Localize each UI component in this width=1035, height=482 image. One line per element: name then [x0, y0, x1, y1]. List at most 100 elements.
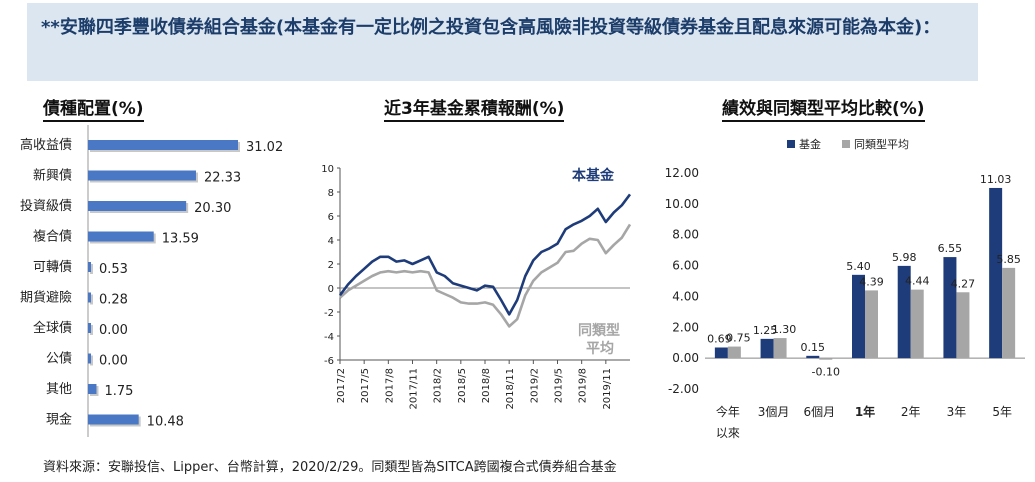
peer-performance-bar: [819, 358, 833, 360]
allocation-bar: [88, 231, 154, 242]
legend-swatch-fund: [787, 140, 795, 148]
peer-value-label: 4.39: [859, 275, 884, 288]
legend-swatch-peer: [842, 140, 850, 148]
allocation-value-label: 31.02: [246, 140, 283, 155]
line-x-tick-label: 2019/2: [529, 368, 540, 403]
perf-category-label-line2: 以來: [716, 426, 740, 440]
allocation-bar: [88, 262, 91, 272]
line-x-tick-label: 2018/8: [481, 368, 492, 403]
legend-label-peer: 同類型平均: [854, 137, 909, 151]
legend-label-fund: 基金: [799, 137, 821, 151]
allocation-bar-chart: 高收益債 31.02 新興債 22.33 投資級債 20.30 複合債 13.59 可轉債 0.5…: [20, 125, 283, 437]
line-x-tick-label: 2017/11: [409, 368, 420, 410]
allocation-category-label: 複合債: [33, 229, 72, 245]
line-x-tick-label: 2019/5: [554, 368, 565, 403]
line-x-tick-label: 2017/2: [336, 368, 347, 403]
allocation-bar-shadow: [90, 264, 93, 274]
perf-category-label: 5年: [992, 405, 1012, 419]
allocation-category-label: 新興債: [33, 168, 72, 184]
allocation-value-label: 0.00: [99, 323, 128, 338]
peer-value-label: 4.27: [951, 277, 976, 290]
allocation-bar: [88, 353, 91, 364]
line-x-tick-label: 2019/8: [578, 368, 589, 403]
peer-series-label-line1: 同類型: [578, 322, 620, 339]
allocation-bar-shadow: [90, 325, 93, 335]
line-y-tick-label: 0: [328, 284, 334, 295]
perf-category-label-line1: 今年: [716, 404, 740, 419]
return-chart-title: 近3年基金累積報酬(%): [384, 98, 565, 122]
fund-performance-bar: [714, 347, 728, 359]
perf-category-label: 6個月: [803, 405, 835, 419]
footnote: 資料來源：安聯投信、Lipper、台幣計算，2020/2/29。同類型皆為SIT…: [43, 460, 617, 475]
perf-category-label: 3個月: [758, 405, 790, 419]
line-y-tick-label: 10: [321, 164, 334, 175]
line-y-tick-label: -6: [324, 356, 334, 367]
fund-performance-bar: [852, 274, 865, 359]
allocation-value-label: 13.59: [162, 232, 199, 247]
line-x-tick-label: 2017/8: [384, 368, 395, 403]
allocation-value-label: 22.33: [204, 171, 241, 186]
fund-value-label: 0.69: [707, 332, 732, 345]
allocation-bar: [88, 140, 238, 150]
peer-series-label-line2: 平均: [586, 340, 614, 357]
allocation-bar: [88, 384, 97, 394]
line-x-tick-label: 2019/11: [602, 368, 613, 410]
fund-performance-bar: [897, 265, 911, 359]
fund-value-label: 5.98: [892, 251, 917, 264]
peer-performance-bar: [1002, 267, 1016, 359]
perf-y-tick-label: 6.00: [672, 259, 699, 273]
allocation-value-label: 0.28: [99, 293, 128, 308]
perf-y-tick-label: 10.00: [665, 197, 699, 211]
allocation-category-label: 公債: [46, 352, 72, 367]
perf-y-tick-label: 0.00: [672, 351, 699, 365]
performance-chart-title: 績效與同類型平均比較(%): [722, 98, 925, 122]
peer-performance-bar: [956, 292, 970, 359]
allocation-bar: [88, 201, 187, 211]
line-x-tick-label: 2018/2: [433, 368, 444, 403]
line-y-tick-label: 8: [328, 188, 334, 199]
peer-performance-bar: [773, 338, 787, 359]
allocation-bar: [88, 414, 139, 425]
perf-category-label: 3年: [947, 405, 967, 419]
allocation-category-label: 投資級債: [20, 198, 72, 214]
fund-return-line: [338, 193, 632, 316]
line-x-tick-label: 2018/5: [457, 368, 468, 403]
line-x-tick-label: 2018/11: [505, 368, 516, 410]
perf-y-tick-label: 2.00: [672, 320, 699, 334]
perf-y-tick-label: 12.00: [665, 166, 699, 180]
perf-y-tick-label: -2.00: [668, 382, 699, 396]
allocation-category-label: 現金: [46, 412, 72, 428]
perf-y-tick-label: 8.00: [672, 228, 699, 242]
allocation-bar: [88, 323, 91, 333]
fund-value-label: 0.15: [801, 341, 826, 354]
line-y-tick-label: -2: [324, 308, 334, 319]
perf-category-label: 2年: [901, 405, 921, 419]
fund-value-label: 1.25: [753, 324, 778, 337]
allocation-value-label: 1.75: [104, 384, 133, 399]
fund-value-label: 5.40: [846, 260, 871, 273]
peer-value-label: 1.30: [772, 323, 797, 336]
line-y-tick-label: 2: [328, 260, 334, 271]
line-y-tick-label: 4: [328, 236, 334, 247]
allocation-category-label: 可轉債: [33, 260, 72, 275]
peer-value-label: 4.44: [905, 275, 930, 288]
header-banner: **安聯四季豐收債券組合基金(本基金有一定比例之投資包含高風險非投資等級債券基金…: [27, 3, 978, 81]
fund-series-label: 本基金: [572, 167, 615, 184]
fund-performance-bar: [806, 355, 820, 359]
allocation-bar: [88, 292, 91, 303]
peer-performance-bar: [865, 290, 878, 359]
performance-comparison-chart: 12.00 10.00 8.00 6.00 4.00 2.00 0.00 -2.00 基金 同類型…: [665, 137, 1025, 440]
allocation-category-label: 其他: [46, 382, 72, 397]
line-y-tick-label: -4: [324, 332, 334, 343]
allocation-bar: [88, 170, 196, 181]
allocation-value-label: 0.53: [99, 262, 128, 277]
peer-performance-bar: [910, 289, 924, 359]
line-x-tick-label: 2017/5: [360, 368, 371, 403]
peer-value-label: 0.75: [726, 332, 751, 345]
allocation-value-label: 10.48: [147, 415, 184, 430]
perf-category-label: 1年: [855, 404, 875, 419]
fund-value-label: 11.03: [980, 173, 1012, 186]
peer-value-label: -0.10: [812, 366, 840, 379]
allocation-value-label: 0.00: [99, 354, 128, 369]
